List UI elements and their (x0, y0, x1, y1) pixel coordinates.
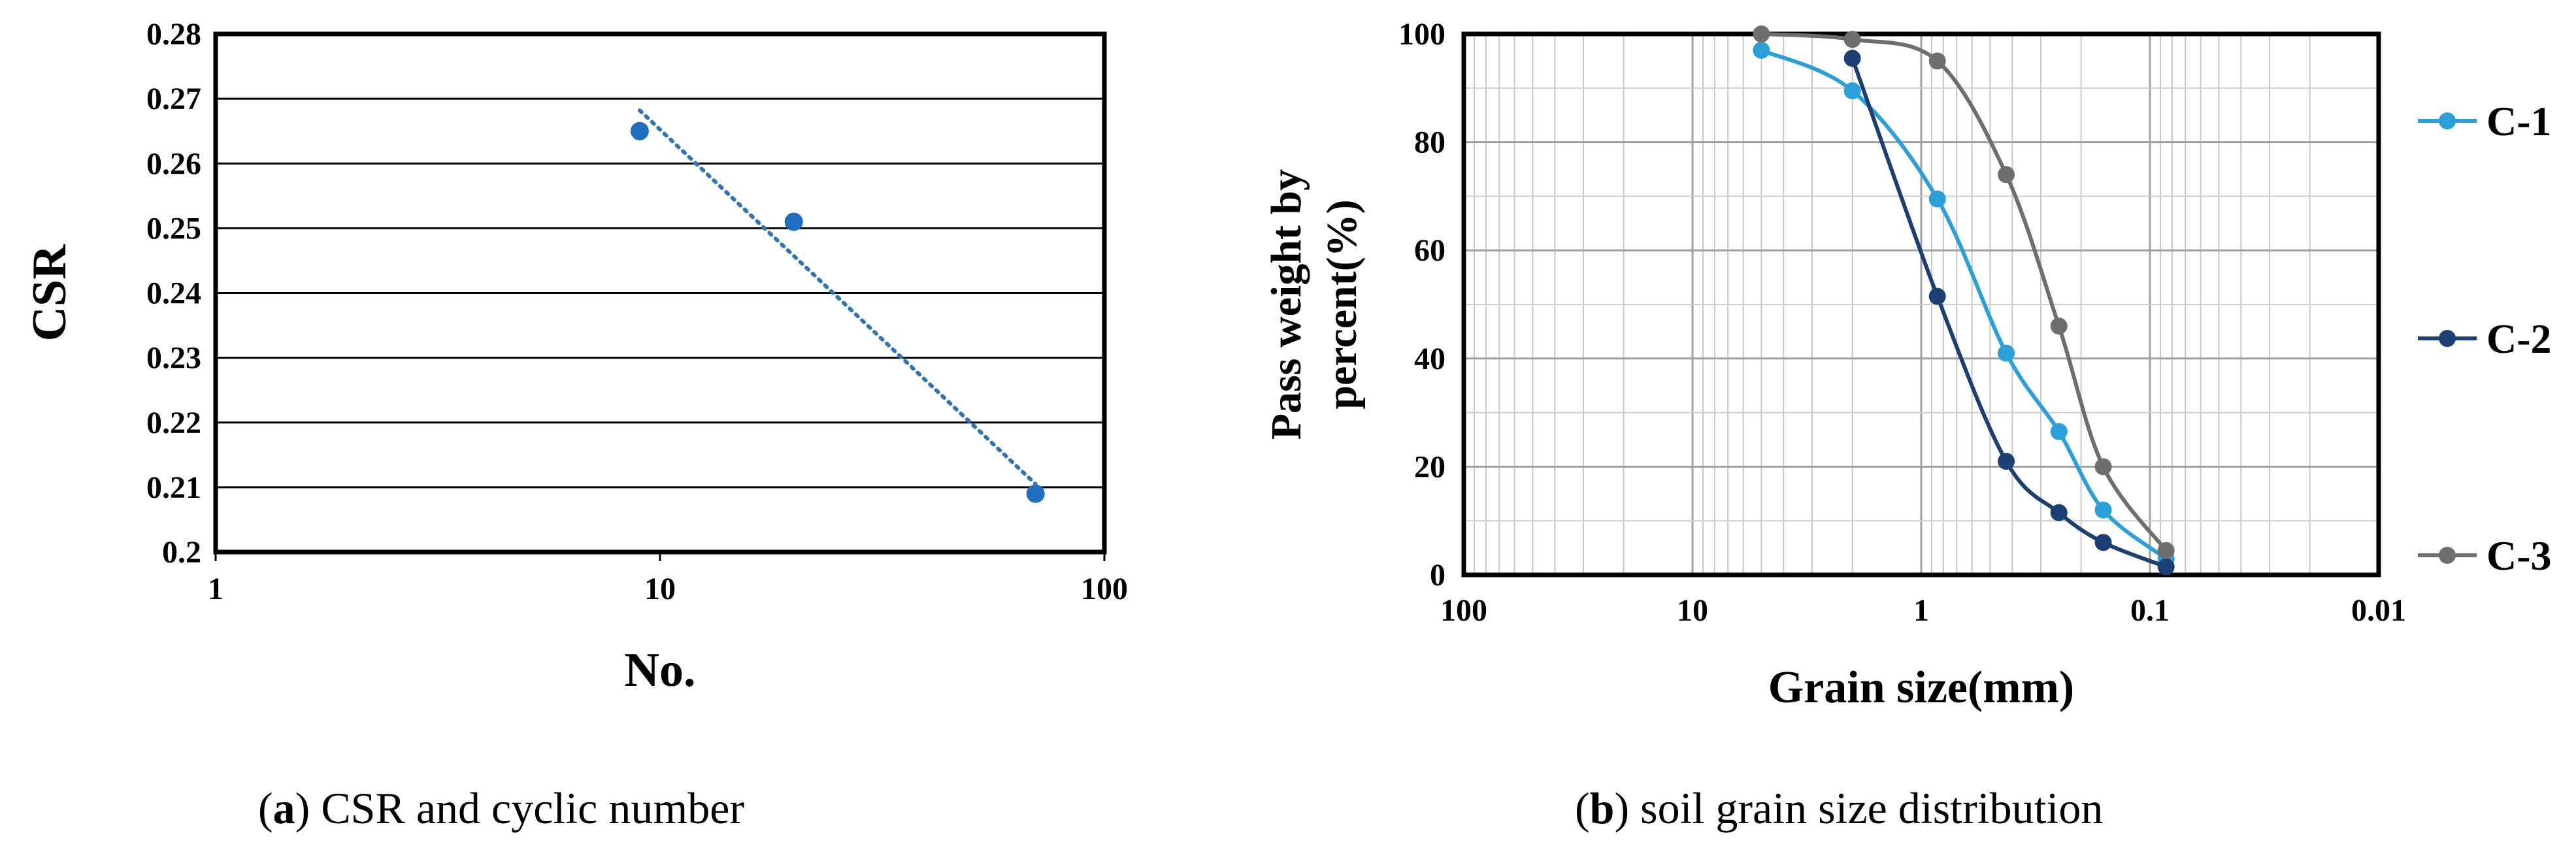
x-tick-label: 0.1 (2130, 593, 2170, 628)
x-axis-label: Grain size(mm) (1768, 662, 2074, 713)
chart-a-csr-vs-cycles: 0.2 0.21 0.22 0.23 0.24 0.25 0.26 0.27 0.28 1 10 10… (23, 17, 1128, 697)
caption-a-text: CSR and cyclic number (310, 783, 745, 833)
y-tick-label: 60 (1414, 233, 1445, 268)
data-point-c-2 (2094, 534, 2112, 551)
legend-marker (2439, 330, 2456, 347)
data-point-c-1 (1843, 82, 1861, 99)
data-point-c-3 (1753, 25, 1770, 42)
plot-frame (1461, 31, 2381, 578)
x-tick-label: 100 (1081, 572, 1128, 606)
data-point (1026, 484, 1045, 503)
caption-b-letter: b (1589, 783, 1615, 833)
y-tick-label: 100 (1398, 17, 1445, 52)
data-point-c-3 (1928, 52, 1946, 70)
data-point-c-3 (2157, 542, 2175, 559)
chart-b-grain-size-distribution: 0 20 40 60 80 100 100 10 1 0.1 0.01 C-1 C-2 C-3 Grain … (1263, 17, 2552, 713)
x-tick-label: 1 (1913, 593, 1929, 628)
data-point-c-3 (2050, 318, 2068, 335)
x-tick-label: 10 (644, 572, 676, 606)
data-point-c-1 (1928, 190, 1946, 208)
y-tick-label: 0.28 (146, 17, 201, 52)
x-tick-label: 1 (208, 572, 223, 606)
x-tick-label: 100 (1440, 593, 1487, 628)
data-point-c-3 (1998, 166, 2015, 184)
data-point-c-2 (1928, 287, 1946, 305)
y-tick-label: 0.24 (146, 276, 201, 311)
legend-marker (2439, 112, 2456, 129)
data-point-c-1 (2050, 423, 2068, 440)
data-point-c-3 (2094, 458, 2112, 476)
y-tick-label: 20 (1414, 449, 1445, 484)
y-tick-label: 0.26 (146, 146, 201, 181)
data-point-c-3 (1843, 31, 1861, 48)
x-tick-label: 10 (1677, 593, 1708, 628)
y-tick-label: 0.2 (162, 535, 201, 570)
data-point-c-2 (2157, 558, 2175, 576)
caption-a: (a) CSR and cyclic number (258, 783, 745, 833)
data-point-c-1 (1998, 344, 2015, 362)
y-tick-label: 0.27 (146, 82, 201, 116)
y-tick-label: 0 (1430, 558, 1445, 593)
y-tick-label: 80 (1414, 125, 1445, 160)
data-point-c-2 (2050, 504, 2068, 521)
data-point-c-2 (1998, 453, 2015, 470)
legend-label: C-1 (2486, 98, 2552, 144)
legend-label: C-2 (2486, 316, 2552, 362)
y-tick-label: 0.23 (146, 341, 201, 376)
legend-label: C-3 (2486, 532, 2552, 579)
data-point-c-1 (1753, 41, 1770, 59)
y-axis-label-line1: Pass weight by (1263, 169, 1310, 440)
y-tick-label: 0.25 (146, 211, 201, 246)
y-tick-label: 0.21 (146, 470, 201, 505)
data-point-c-1 (2094, 501, 2112, 519)
legend-marker (2439, 547, 2456, 564)
caption-a-letter: a (272, 783, 295, 833)
y-axis-label: CSR (23, 244, 76, 342)
y-axis-label-line2: percent(%) (1318, 199, 1366, 409)
x-tick-label: 0.01 (2351, 593, 2406, 628)
trendline (637, 108, 1038, 486)
data-point (784, 212, 803, 231)
caption-b-text: soil grain size distribution (1629, 783, 2104, 833)
x-axis-label: No. (625, 643, 696, 697)
data-point (630, 122, 649, 140)
y-tick-label: 40 (1414, 342, 1445, 376)
caption-b: (b) soil grain size distribution (1575, 783, 2104, 833)
y-tick-label: 0.22 (146, 406, 201, 440)
data-point-c-2 (1843, 50, 1861, 67)
